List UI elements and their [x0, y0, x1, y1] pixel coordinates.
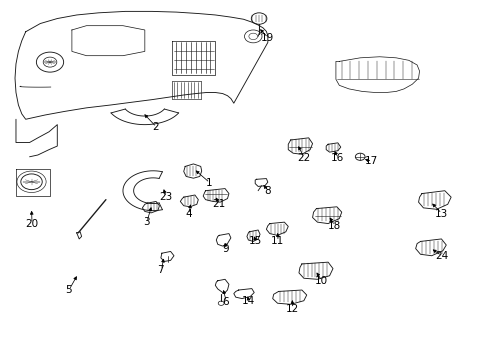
Text: 4: 4 [185, 209, 191, 219]
Text: 8: 8 [264, 186, 271, 196]
Text: 20: 20 [25, 219, 38, 229]
Text: 3: 3 [142, 217, 149, 227]
Text: 24: 24 [434, 251, 447, 261]
Text: 22: 22 [297, 153, 310, 163]
Text: 7: 7 [157, 265, 164, 275]
Text: 12: 12 [285, 303, 298, 314]
Text: 21: 21 [212, 199, 225, 209]
Text: 10: 10 [314, 276, 327, 286]
Text: 13: 13 [434, 208, 447, 219]
Text: 19: 19 [261, 33, 274, 43]
Text: 9: 9 [222, 244, 229, 253]
Text: 17: 17 [365, 157, 378, 166]
Text: 1: 1 [206, 178, 212, 188]
Text: 16: 16 [330, 153, 344, 163]
Text: 2: 2 [152, 122, 159, 132]
Text: 23: 23 [159, 192, 172, 202]
Text: 18: 18 [327, 221, 340, 231]
Text: 14: 14 [241, 296, 255, 306]
Text: 5: 5 [65, 285, 72, 295]
Text: 6: 6 [222, 297, 229, 307]
Text: 11: 11 [270, 237, 284, 247]
Text: 15: 15 [248, 237, 261, 247]
